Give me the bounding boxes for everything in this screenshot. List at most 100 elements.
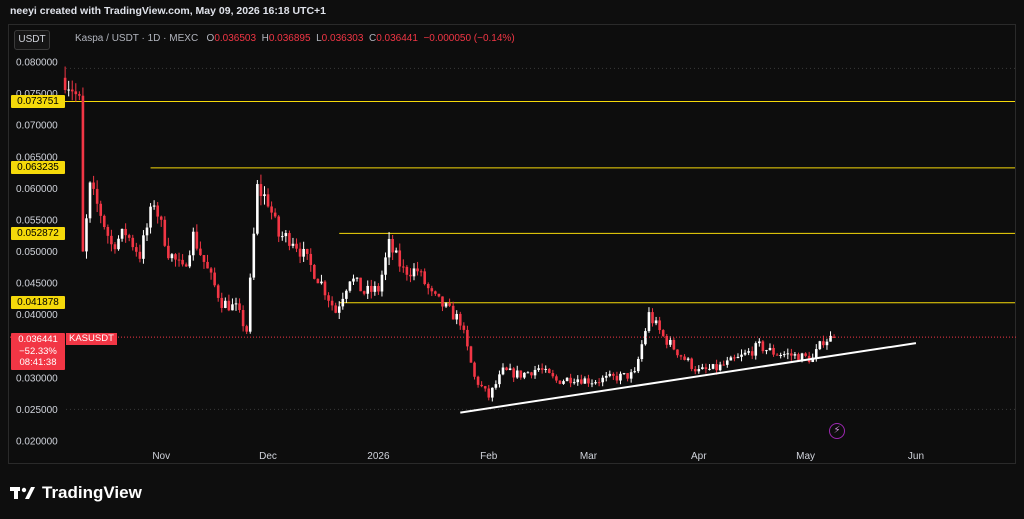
candle[interactable] xyxy=(345,289,348,303)
candle[interactable] xyxy=(159,215,163,227)
candle[interactable] xyxy=(711,363,715,370)
candle[interactable] xyxy=(580,374,583,385)
candle[interactable] xyxy=(259,174,263,206)
candle[interactable] xyxy=(316,278,320,284)
candle[interactable] xyxy=(704,363,708,374)
candle[interactable] xyxy=(380,270,384,297)
candle[interactable] xyxy=(99,200,103,224)
candle[interactable] xyxy=(373,281,377,296)
candle[interactable] xyxy=(619,371,622,385)
candle[interactable] xyxy=(359,277,362,292)
lightning-icon[interactable]: ⚡ xyxy=(829,423,845,439)
candle[interactable] xyxy=(398,243,402,272)
candle[interactable] xyxy=(743,349,747,356)
candle[interactable] xyxy=(231,298,234,311)
candle[interactable] xyxy=(330,296,334,311)
candle[interactable] xyxy=(476,375,480,388)
candle[interactable] xyxy=(587,374,590,387)
candle[interactable] xyxy=(604,371,608,382)
candle[interactable] xyxy=(74,83,78,102)
candle[interactable] xyxy=(437,293,441,298)
candle[interactable] xyxy=(234,297,238,311)
candle[interactable] xyxy=(544,365,548,373)
candle[interactable] xyxy=(70,80,74,101)
candle[interactable] xyxy=(423,268,426,286)
candle[interactable] xyxy=(298,242,302,264)
candle[interactable] xyxy=(533,365,537,379)
candle[interactable] xyxy=(448,298,451,307)
candle[interactable] xyxy=(451,301,455,320)
candle[interactable] xyxy=(377,283,380,295)
candle[interactable] xyxy=(270,201,273,220)
candle[interactable] xyxy=(238,298,241,313)
candle[interactable] xyxy=(284,230,288,243)
candle[interactable] xyxy=(199,241,202,256)
candle[interactable] xyxy=(740,349,743,362)
candle[interactable] xyxy=(295,238,298,253)
candle[interactable] xyxy=(683,354,686,361)
candle[interactable] xyxy=(487,384,491,401)
candle[interactable] xyxy=(305,248,309,260)
candle[interactable] xyxy=(184,262,188,267)
candle[interactable] xyxy=(483,385,487,392)
candle[interactable] xyxy=(245,324,248,335)
candle[interactable] xyxy=(391,234,394,261)
candle[interactable] xyxy=(530,371,533,379)
candle[interactable] xyxy=(106,224,110,244)
candle[interactable] xyxy=(434,290,437,296)
candle[interactable] xyxy=(768,343,772,351)
candle[interactable] xyxy=(313,263,316,280)
candle[interactable] xyxy=(491,387,494,402)
candle[interactable] xyxy=(320,274,323,285)
candle[interactable] xyxy=(473,361,476,380)
candle[interactable] xyxy=(256,180,259,236)
candle[interactable] xyxy=(669,336,672,347)
candle[interactable] xyxy=(779,352,782,359)
chart-panel[interactable] xyxy=(8,24,1016,464)
candle[interactable] xyxy=(120,228,124,242)
candle[interactable] xyxy=(555,374,558,383)
candle[interactable] xyxy=(138,244,142,263)
candle[interactable] xyxy=(693,366,697,375)
candle[interactable] xyxy=(758,338,761,347)
candle[interactable] xyxy=(170,253,174,262)
candle[interactable] xyxy=(562,379,565,385)
candle[interactable] xyxy=(209,267,213,280)
candle[interactable] xyxy=(224,297,227,309)
candle[interactable] xyxy=(804,352,807,358)
candle[interactable] xyxy=(92,175,95,196)
candle[interactable] xyxy=(772,344,775,357)
candle[interactable] xyxy=(362,290,366,296)
candle[interactable] xyxy=(672,337,676,351)
candle[interactable] xyxy=(142,230,145,264)
support-trendline[interactable] xyxy=(460,342,917,414)
candle[interactable] xyxy=(458,311,462,330)
candle[interactable] xyxy=(797,352,800,362)
candle[interactable] xyxy=(576,375,580,386)
candle[interactable] xyxy=(412,263,416,281)
candle[interactable] xyxy=(480,381,483,388)
candle[interactable] xyxy=(626,372,629,382)
candle[interactable] xyxy=(124,223,127,243)
candle[interactable] xyxy=(718,361,722,372)
candle[interactable] xyxy=(366,280,370,299)
candle[interactable] xyxy=(113,242,117,254)
candle[interactable] xyxy=(793,351,797,359)
candle[interactable] xyxy=(807,351,811,364)
candle[interactable] xyxy=(736,353,740,359)
candle[interactable] xyxy=(341,292,345,310)
candle[interactable] xyxy=(416,261,419,276)
candle[interactable] xyxy=(651,308,654,327)
candle[interactable] xyxy=(829,331,832,342)
candle[interactable] xyxy=(149,203,152,234)
candle[interactable] xyxy=(95,180,99,213)
candle[interactable] xyxy=(572,378,576,385)
candle[interactable] xyxy=(633,367,637,374)
candle[interactable] xyxy=(679,354,683,360)
candle[interactable] xyxy=(690,357,693,372)
candle[interactable] xyxy=(273,208,277,219)
candle[interactable] xyxy=(629,369,633,383)
candle[interactable] xyxy=(551,369,555,379)
candle[interactable] xyxy=(426,282,430,295)
candle[interactable] xyxy=(750,346,754,360)
